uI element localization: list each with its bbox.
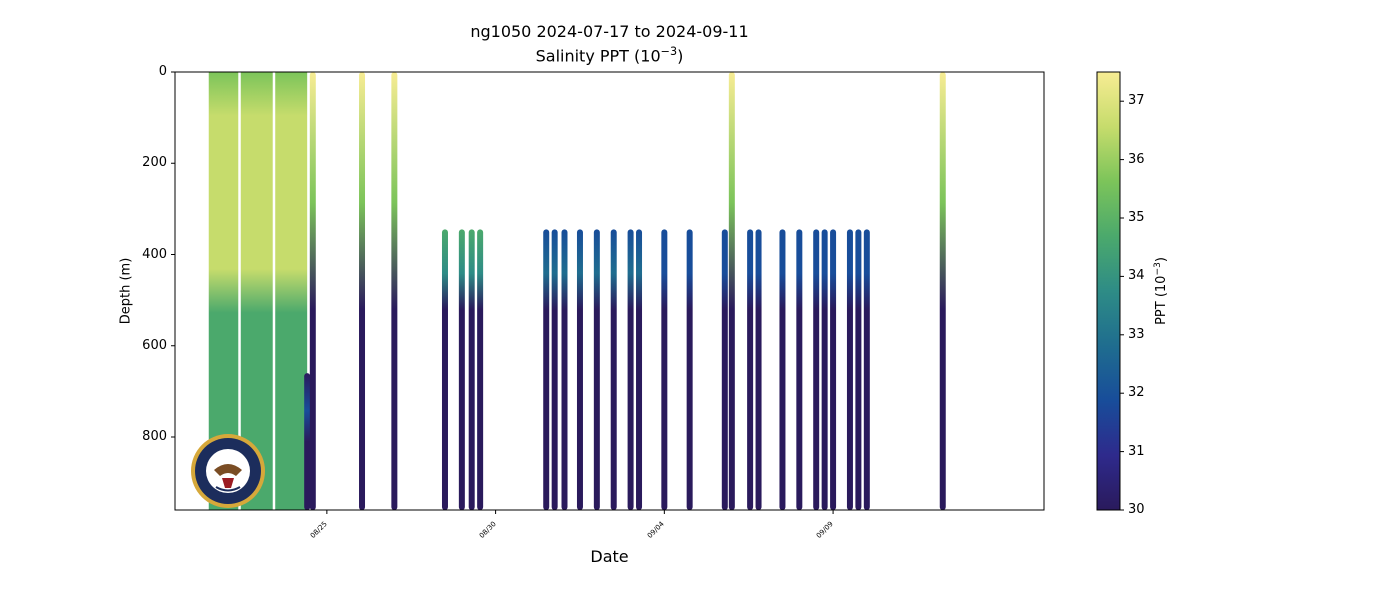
shield-icon: [222, 478, 234, 488]
profile-bar: [561, 229, 568, 510]
profile-bar: [391, 72, 398, 510]
profile-bar: [593, 229, 600, 510]
x-axis-label: Date: [590, 547, 629, 566]
profile-bar: [821, 229, 828, 510]
profile-bar: [551, 229, 558, 510]
colorbar-label: PPT (10−3): [1152, 257, 1170, 325]
y-tick-label: 200: [142, 155, 167, 171]
colorbar-axis: [1120, 100, 1124, 511]
colorbar-tick-label: 35: [1128, 210, 1145, 225]
y-tick-label: 0: [158, 64, 167, 79]
colorbar: [1096, 71, 1121, 511]
profile-bar: [728, 72, 735, 510]
y-tick-label: 400: [142, 246, 167, 262]
profile-bar: [636, 229, 643, 510]
y-tick-label: 800: [142, 429, 167, 444]
profile-bar: [304, 373, 311, 510]
colorbar-tick-label: 30: [1128, 502, 1145, 517]
colorbar-tick-label: 34: [1128, 268, 1145, 284]
profile-bar: [627, 229, 634, 510]
eagle-icon: [214, 464, 242, 476]
profile-bar: [359, 72, 366, 510]
profile-bar: [458, 229, 465, 510]
profile-bar: [755, 229, 762, 510]
profile-bar: [813, 229, 820, 510]
y-tick-label: 600: [142, 337, 167, 353]
x-axis: [326, 510, 834, 514]
colorbar-tick-label: 33: [1128, 326, 1145, 342]
profile-bar: [543, 229, 550, 510]
plot-frame: [174, 71, 1045, 511]
y-axis: [171, 71, 175, 438]
profile-bar: [468, 229, 475, 510]
data-gap: [238, 72, 241, 510]
profile-bar: [863, 229, 870, 510]
colorbar-tick-label: 36: [1128, 151, 1145, 167]
profile-bar: [686, 229, 693, 510]
profile-bar: [830, 229, 837, 510]
profile-bar: [779, 229, 786, 510]
profile-bar: [309, 72, 316, 510]
anchor-icon: [215, 486, 241, 492]
profile-bar: [939, 72, 946, 510]
data-gap: [272, 72, 276, 510]
profile-bar: [721, 229, 728, 510]
colorbar-tick-label: 32: [1128, 385, 1145, 401]
navy-seal-logo: [191, 434, 265, 508]
profile-bar: [441, 229, 448, 510]
profile-bar: [576, 229, 583, 510]
profile-bar: [661, 229, 668, 510]
chart-title: ng1050 2024-07-17 to 2024-09-11: [470, 22, 749, 41]
profile-bar: [855, 229, 862, 510]
profile-bar: [477, 229, 484, 510]
chart-subtitle: Salinity PPT (10−3): [535, 45, 684, 66]
profile-layer: [208, 72, 946, 510]
profile-bar: [747, 229, 754, 510]
profile-bar: [610, 229, 617, 510]
colorbar-tick-label: 37: [1128, 93, 1145, 109]
profile-bar: [796, 229, 803, 510]
profile-bar: [846, 229, 853, 510]
y-axis-label: Depth (m): [118, 257, 134, 325]
colorbar-tick-label: 31: [1128, 443, 1145, 459]
